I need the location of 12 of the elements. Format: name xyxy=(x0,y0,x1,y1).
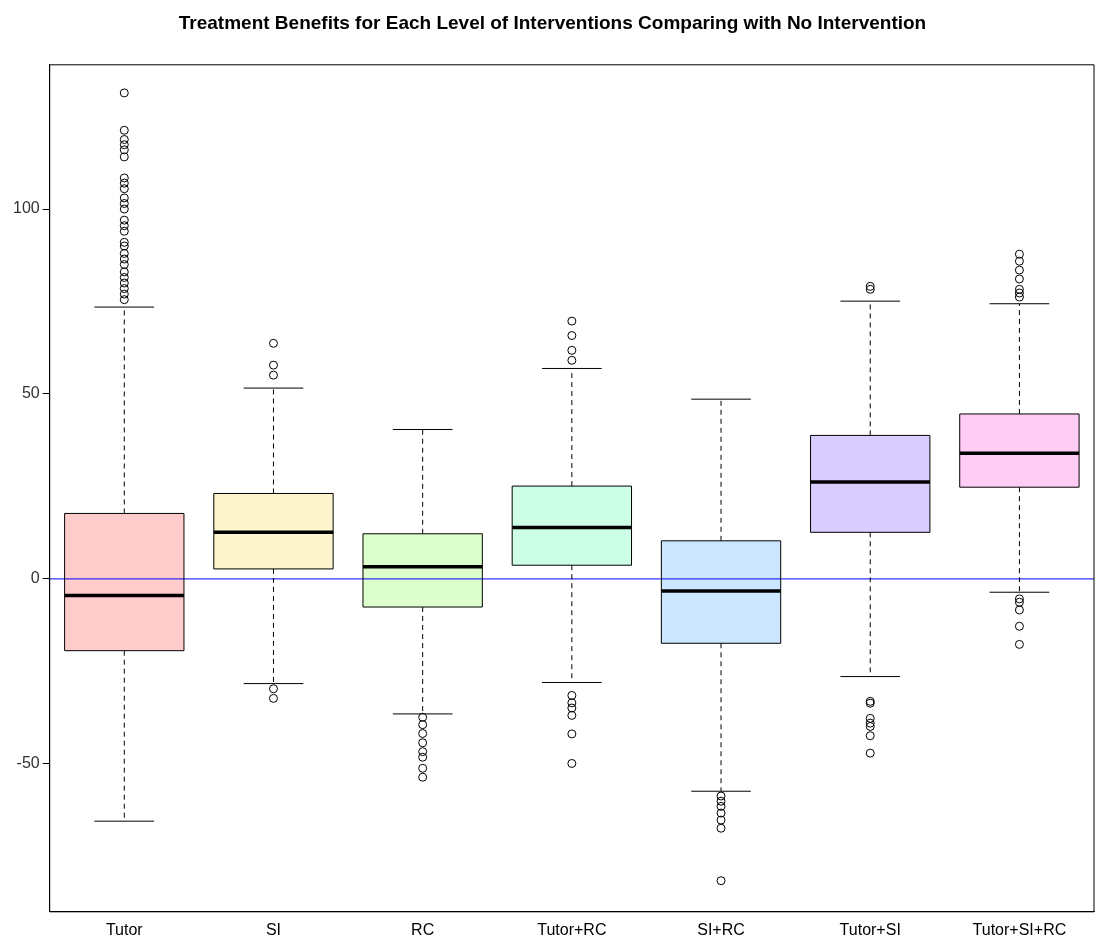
x-tick-label: SI xyxy=(265,920,282,938)
y-tick-label: 0 xyxy=(30,569,40,587)
x-tick-label: Tutor xyxy=(105,920,144,938)
y-tick-label: 100 xyxy=(12,199,40,217)
chart-title: Treatment Benefits for Each Level of Interventions Comparing with No Intervention xyxy=(178,11,927,33)
y-tick-label: -50 xyxy=(16,754,40,772)
x-tick-label: Tutor+SI xyxy=(839,920,901,938)
x-tick-label: RC xyxy=(411,920,435,938)
x-tick-label: Tutor+SI+RC xyxy=(972,920,1067,938)
x-tick-label: Tutor+RC xyxy=(537,920,607,938)
y-tick-label: 50 xyxy=(21,384,40,402)
x-tick-label: SI+RC xyxy=(697,920,745,938)
